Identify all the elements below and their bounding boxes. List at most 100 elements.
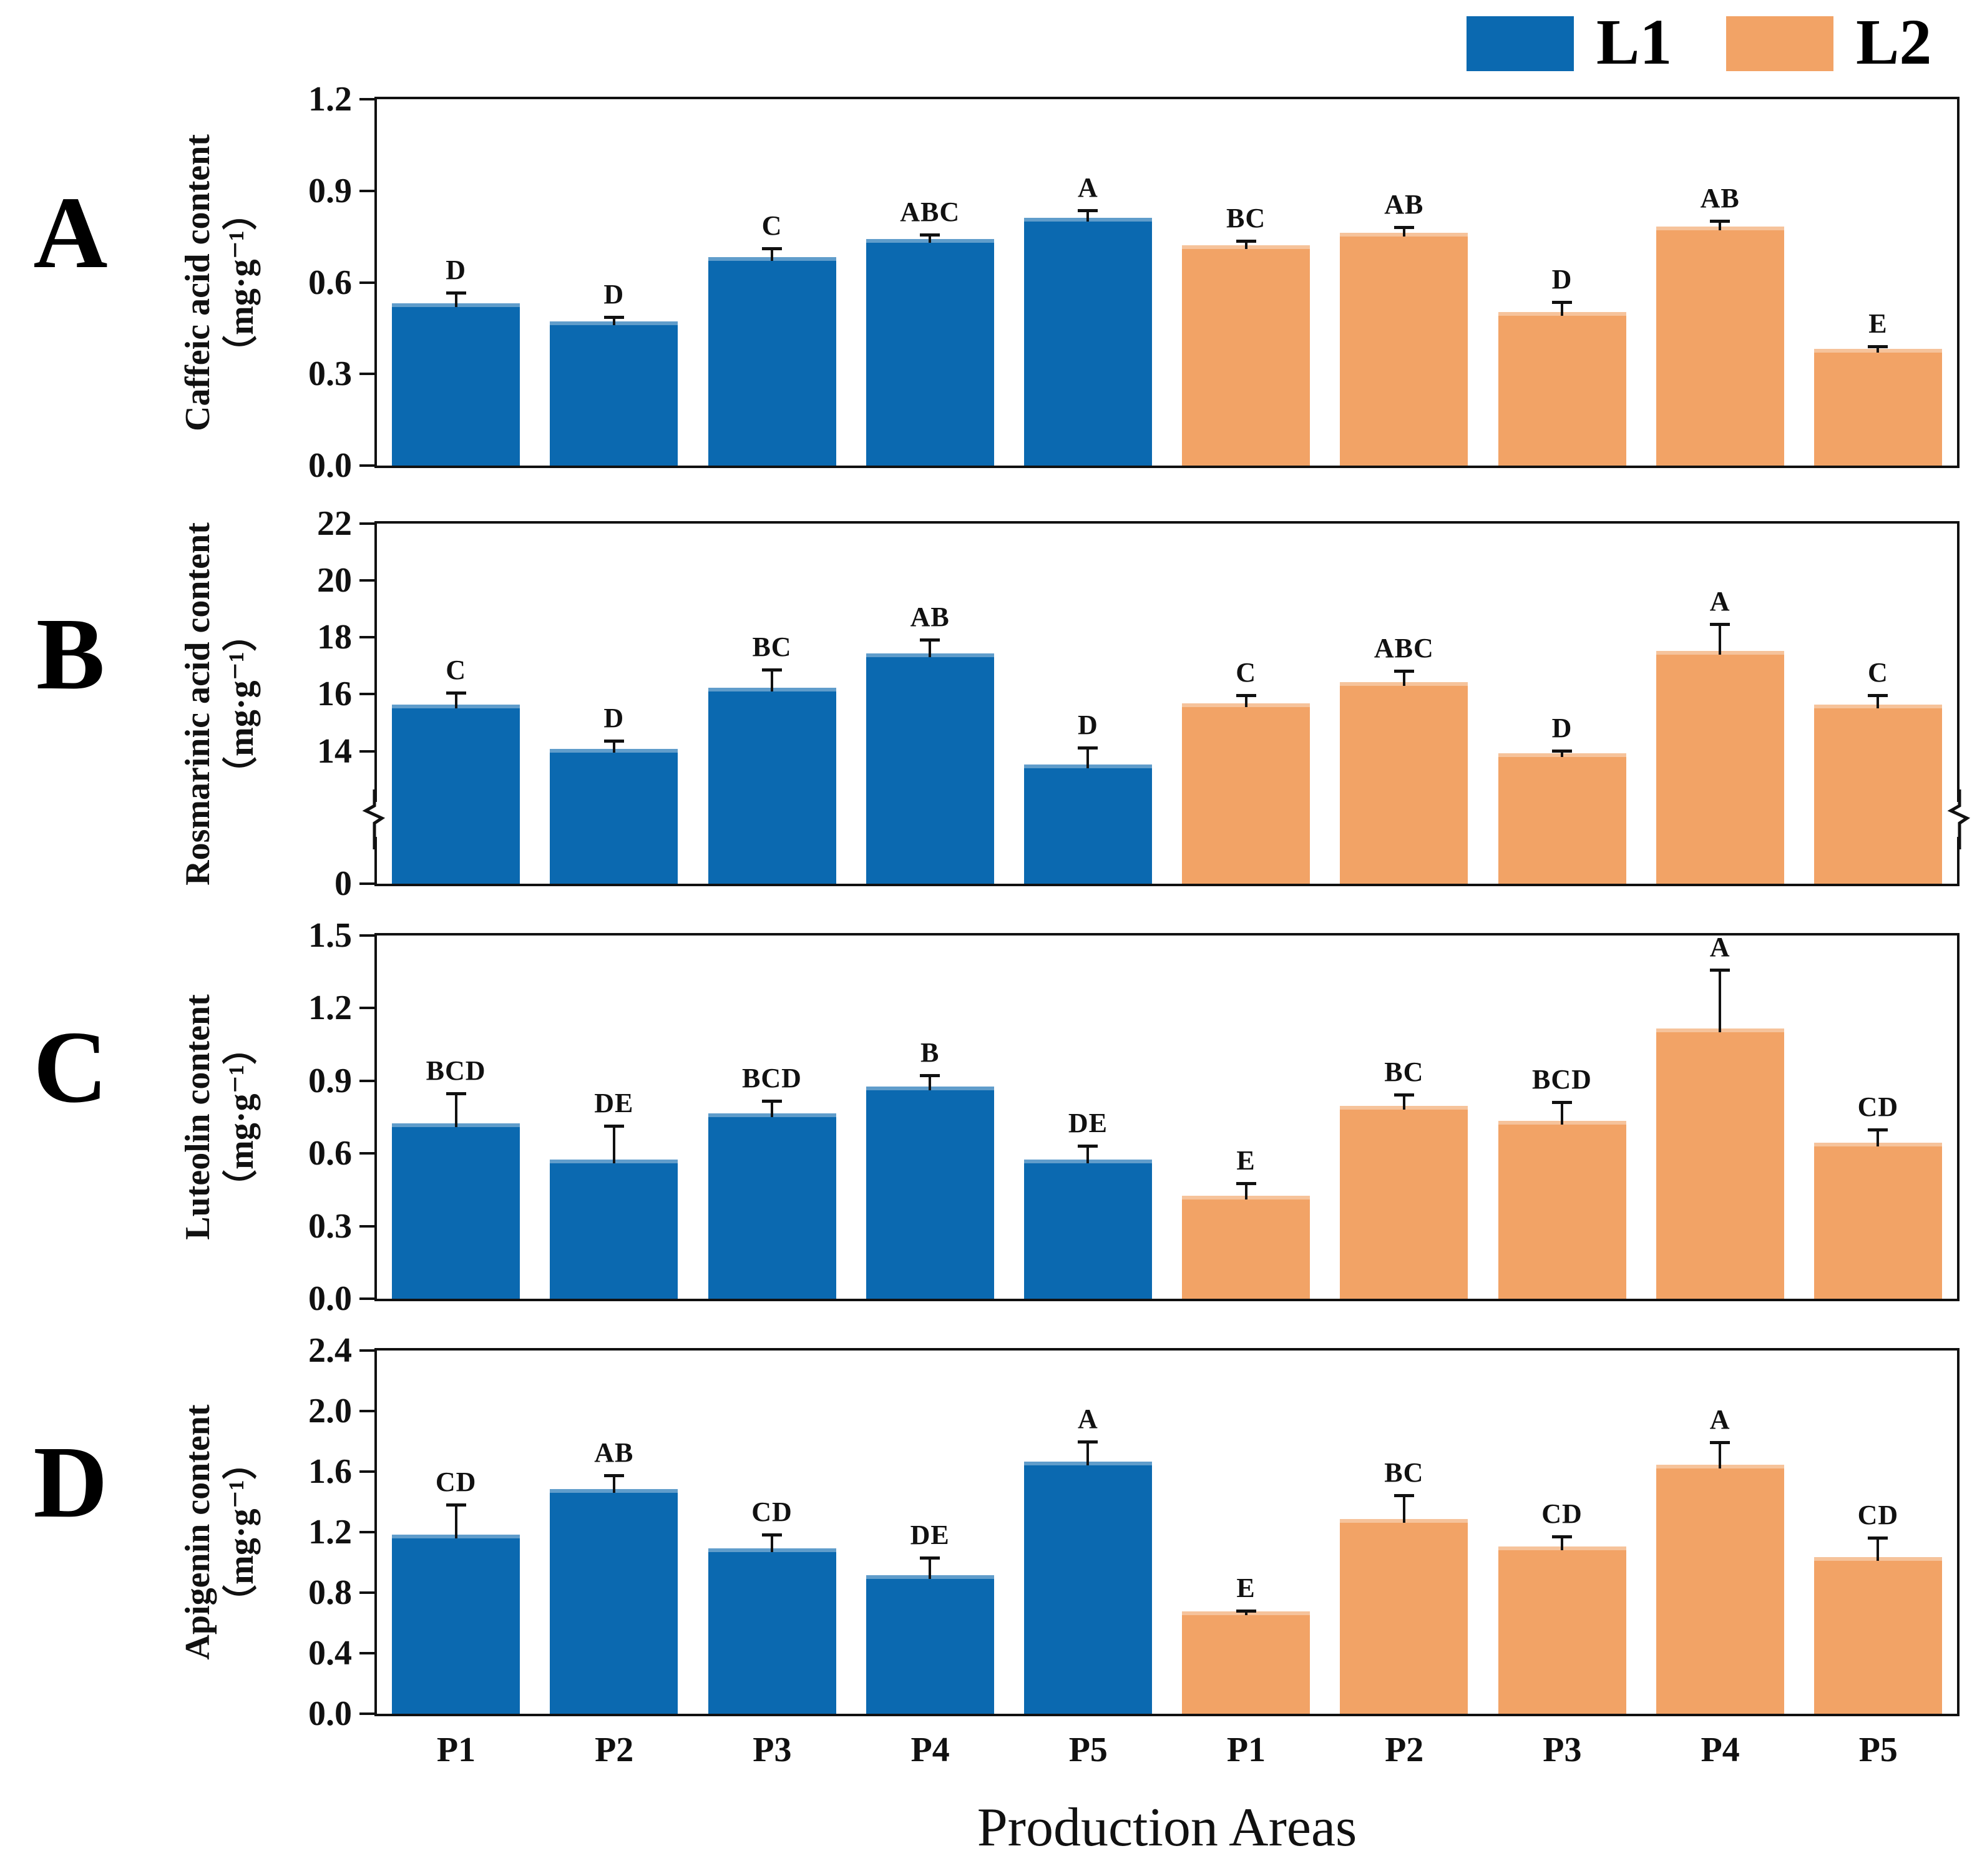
significance-letter: DE — [910, 1519, 950, 1550]
x-axis-title: Production Areas — [977, 1797, 1357, 1858]
error-bar — [1086, 750, 1090, 769]
error-bar — [1719, 972, 1722, 1033]
y-axis-label-text: Luteolin content — [178, 994, 217, 1240]
y-tick — [359, 1349, 374, 1352]
error-bar — [1561, 1103, 1563, 1125]
y-tick-label: 0 — [334, 864, 352, 903]
bar-D-L2-P5 — [1813, 1557, 1942, 1714]
y-tick-label: 0.6 — [308, 1134, 352, 1173]
error-bar-cap — [446, 291, 466, 295]
error-bar-cap — [1236, 1181, 1256, 1185]
error-bar-cap — [762, 1533, 782, 1537]
y-tick-label: 16 — [317, 675, 352, 714]
error-bar — [1561, 1538, 1563, 1551]
error-bar — [771, 1536, 773, 1552]
error-bar — [454, 295, 457, 307]
significance-letter: CD — [435, 1466, 477, 1497]
error-bar-cap — [1394, 1093, 1414, 1097]
error-bar-cap — [920, 1073, 940, 1077]
bar-A-L1-P3 — [708, 257, 836, 466]
error-bar-cap — [1394, 1494, 1414, 1498]
y-tick — [359, 464, 374, 467]
significance-letter: D — [603, 279, 625, 310]
significance-letter: A — [1078, 1404, 1098, 1435]
significance-letter: A — [1709, 1404, 1730, 1435]
y-axis-label-unit: （mg·g⁻¹） — [222, 616, 261, 791]
bar-B-L1-P2 — [550, 748, 678, 884]
error-bar-cap — [603, 1125, 624, 1128]
legend-swatch-l2 — [1726, 16, 1833, 71]
error-bar — [1561, 303, 1563, 316]
significance-letter: DE — [594, 1088, 634, 1119]
y-tick-label: 2.4 — [308, 1331, 352, 1370]
error-bar-cap — [1394, 225, 1414, 229]
y-tick — [359, 882, 374, 885]
y-tick-label: 0.8 — [308, 1573, 352, 1612]
bar-A-L2-P4 — [1656, 227, 1784, 466]
y-tick-label: 20 — [317, 561, 352, 600]
bar-D-L1-P4 — [866, 1575, 994, 1714]
chart-panel-B: 0 14 16 18 20 22 C D BC AB D C ABC D A C — [317, 505, 1971, 902]
error-bar-cap — [1868, 694, 1888, 698]
y-tick — [359, 522, 374, 525]
error-bar — [1086, 1444, 1090, 1466]
significance-letter: BC — [1384, 1457, 1424, 1488]
y-tick-label: 1.2 — [308, 80, 352, 119]
error-bar-cap — [1078, 1440, 1098, 1444]
y-tick — [359, 189, 374, 192]
bar-A-L2-P3 — [1498, 312, 1626, 466]
y-tick-label: 1.5 — [308, 916, 352, 955]
bar-C-L1-P3 — [708, 1113, 836, 1299]
significance-letter: D — [603, 703, 625, 733]
axis-break-marker — [1946, 789, 1972, 849]
y-tick-label: 0.0 — [308, 446, 352, 485]
y-tick-label: 0.3 — [308, 354, 352, 394]
x-tick-label: P4 — [910, 1731, 950, 1769]
significance-letter: AB — [910, 602, 950, 633]
significance-letter: CD — [751, 1497, 793, 1528]
error-bar — [612, 743, 615, 753]
y-tick — [359, 1079, 374, 1082]
y-tick — [359, 579, 374, 582]
y-tick — [359, 1531, 374, 1533]
y-axis-label-unit: （mg·g⁻¹） — [222, 1030, 261, 1204]
error-bar-cap — [1552, 1100, 1572, 1104]
error-bar — [771, 672, 773, 691]
error-bar-cap — [1078, 746, 1098, 750]
y-tick-label: 2.0 — [308, 1392, 352, 1430]
error-bar — [1244, 242, 1247, 249]
error-bar-cap — [1710, 1441, 1730, 1445]
y-tick — [359, 1410, 374, 1412]
significance-letter: D — [1551, 712, 1573, 743]
y-tick-label: 14 — [317, 731, 352, 771]
significance-letter: BCD — [1532, 1063, 1592, 1095]
significance-letter: BCD — [742, 1062, 802, 1093]
bar-B-L1-P1 — [392, 705, 520, 884]
significance-letter: ABC — [1374, 633, 1434, 664]
error-bar — [454, 1095, 457, 1127]
bar-A-L2-P2 — [1340, 233, 1468, 466]
error-bar-cap — [1552, 749, 1572, 753]
bar-C-L2-P4 — [1656, 1028, 1784, 1299]
error-bar — [929, 1077, 932, 1091]
error-bar-cap — [920, 1556, 940, 1560]
error-bar — [1244, 1612, 1247, 1616]
error-bar — [612, 1477, 615, 1493]
error-bar — [771, 1102, 773, 1117]
error-bar-cap — [1710, 623, 1730, 627]
y-axis-label-text: Apigenin content — [178, 1404, 217, 1660]
error-bar — [1877, 1540, 1880, 1561]
y-tick-label: 0.9 — [308, 171, 352, 210]
y-axis-label-text: Rosmarinic acid content — [178, 522, 217, 886]
bar-C-L2-P5 — [1813, 1142, 1942, 1299]
error-bar-cap — [446, 1092, 466, 1096]
significance-letter: ABC — [900, 197, 960, 228]
x-tick-label: P3 — [1543, 1731, 1582, 1769]
bar-A-L2-P5 — [1813, 349, 1942, 466]
error-bar — [1402, 673, 1405, 686]
error-bar — [1877, 697, 1880, 709]
error-bar-cap — [1868, 1128, 1888, 1132]
y-tick — [359, 693, 374, 696]
bar-B-L2-P1 — [1182, 703, 1311, 884]
x-tick-label: P4 — [1701, 1731, 1740, 1769]
